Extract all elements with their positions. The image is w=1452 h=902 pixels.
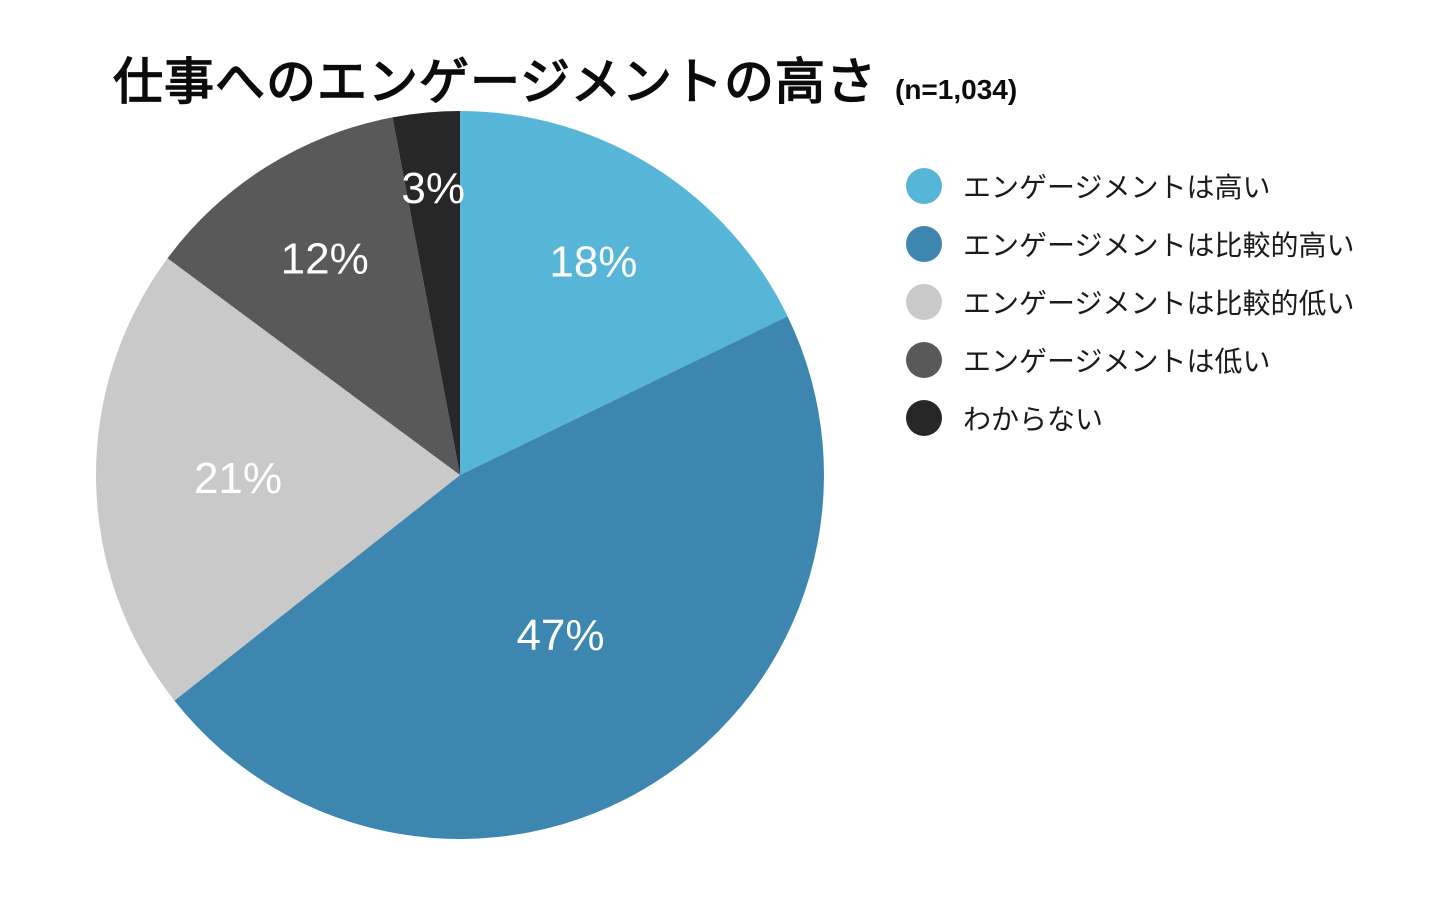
chart-title-block: 仕事へのエンゲージメントの高さ (n=1,034) xyxy=(113,42,1017,114)
slice-value-label: 21% xyxy=(194,454,282,503)
chart-sample-size: (n=1,034) xyxy=(895,74,1018,105)
pie-slice-5 xyxy=(392,111,460,475)
pie-slice-4 xyxy=(167,117,460,475)
slice-value-label: 12% xyxy=(281,235,369,284)
legend-swatch-icon xyxy=(906,226,942,262)
slice-value-label: 47% xyxy=(516,611,604,660)
legend-item-label: エンゲージメントは比較的高い xyxy=(963,230,1355,261)
legend-swatch-icon xyxy=(906,400,942,436)
legend-item: エンゲージメントは低い xyxy=(906,342,1354,378)
legend-swatch-icon xyxy=(906,168,942,204)
slice-value-label: 3% xyxy=(401,164,465,213)
pie-slice-1 xyxy=(460,111,788,475)
legend-item-label: わからない xyxy=(963,404,1104,435)
legend: エンゲージメントは高い エンゲージメントは比較的高い エンゲージメントは比較的低… xyxy=(906,168,1354,458)
legend-item-label: エンゲージメントは比較的低い xyxy=(963,288,1355,319)
legend-item-label: エンゲージメントは高い xyxy=(963,172,1271,203)
legend-swatch-icon xyxy=(906,342,942,378)
legend-item: エンゲージメントは比較的低い xyxy=(906,284,1354,320)
legend-item: エンゲージメントは比較的高い xyxy=(906,226,1354,262)
pie-slice-2 xyxy=(174,316,824,839)
legend-item-label: エンゲージメントは低い xyxy=(963,346,1271,377)
legend-swatch-icon xyxy=(906,284,942,320)
legend-item: わからない xyxy=(906,400,1354,436)
pie-slice-3 xyxy=(96,258,461,701)
legend-item: エンゲージメントは高い xyxy=(906,168,1354,204)
chart-title: 仕事へのエンゲージメントの高さ xyxy=(113,54,877,110)
slice-value-label: 18% xyxy=(549,238,637,287)
